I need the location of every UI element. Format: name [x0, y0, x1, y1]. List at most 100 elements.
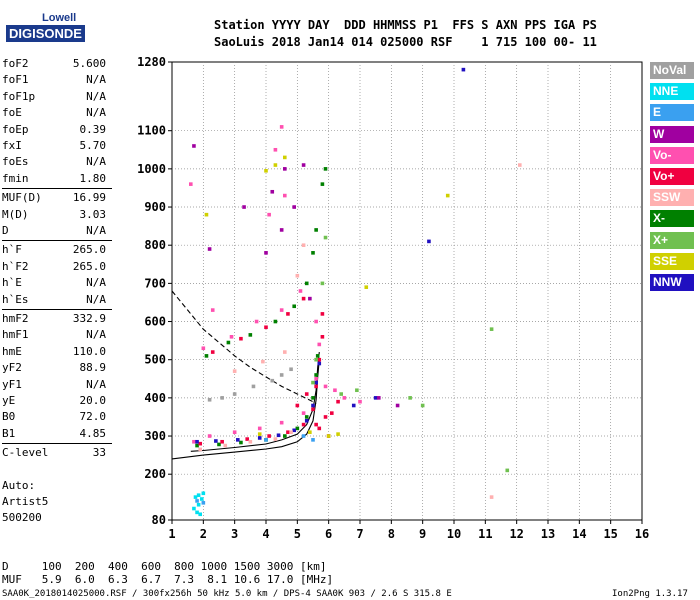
legend-item-x-: X+ [650, 231, 694, 249]
data-point-nnw [276, 433, 281, 438]
data-point-x- [311, 251, 315, 255]
param-name: h`F [2, 243, 22, 257]
data-point-nnw [195, 439, 199, 444]
data-point-nnw [461, 67, 466, 72]
data-point-x- [323, 235, 328, 240]
data-point-vo- [192, 439, 196, 444]
data-point-nne [196, 493, 201, 497]
param-row: B0 72.0 [2, 409, 106, 424]
param-value: N/A [86, 106, 106, 120]
data-point-vo- [301, 296, 306, 301]
data-point-e [264, 438, 268, 442]
data-point-sse [364, 285, 369, 289]
param-name: foEp [2, 122, 29, 136]
param-separator [2, 309, 112, 310]
data-point-sse [257, 432, 262, 436]
x-tick-label: 16 [635, 527, 649, 541]
legend-item-x-: X- [650, 210, 694, 228]
data-point-ssw [273, 437, 278, 441]
data-point-vo- [301, 411, 306, 415]
data-point-ssw [248, 439, 253, 444]
data-point-vo- [304, 392, 309, 396]
param-name: B0 [2, 410, 16, 424]
param-name: MUF(D) [2, 191, 42, 205]
param-row: foEp 0.39 [2, 122, 106, 137]
param-row: MUF(D) 16.99 [2, 190, 106, 205]
data-point-w [242, 205, 246, 209]
data-point-vo- [210, 350, 215, 354]
data-point-ssw [295, 273, 300, 278]
param-row: yF2 88.9 [2, 360, 106, 375]
param-value: 265.0 [72, 259, 106, 273]
data-point-vo- [283, 193, 287, 198]
data-point-nne [201, 491, 206, 496]
x-tick-label: 13 [541, 527, 555, 541]
param-separator [2, 188, 112, 190]
data-point-x- [304, 281, 309, 286]
data-point-nne [193, 495, 198, 499]
data-point-w [308, 296, 312, 301]
data-point-w [279, 228, 284, 232]
data-point-nnw [351, 403, 356, 408]
param-separator [2, 240, 112, 242]
data-point-x- [273, 319, 278, 324]
muf-row: MUF 5.9 6.0 6.3 6.7 7.3 8.1 10.6 17.0 [M… [2, 573, 334, 586]
data-point-vo- [320, 312, 325, 316]
data-point-w [264, 251, 268, 255]
y-tick-label: 400 [144, 391, 166, 405]
data-point-vo- [323, 384, 328, 389]
data-point-vo- [336, 399, 340, 404]
param-value: 5.70 [79, 139, 107, 152]
param-value: N/A [86, 292, 106, 306]
curve-dashed-virtual-height [171, 290, 317, 405]
data-point-vo- [239, 336, 243, 341]
data-point-ssw [289, 430, 293, 435]
y-tick-label: 700 [144, 276, 166, 290]
data-point-noval [207, 397, 212, 402]
data-point-w [292, 205, 296, 209]
data-point-x- [217, 442, 221, 447]
header-line1: Station YYYY DAY DDD HHMMSS P1 FFS S AXN… [214, 18, 597, 32]
data-point-sse [326, 434, 331, 438]
data-point-nnw [257, 436, 262, 440]
param-value: 88.9 [79, 361, 107, 375]
data-point-noval [270, 378, 275, 383]
data-point-nnw [373, 396, 378, 400]
data-point-vo- [254, 319, 259, 324]
data-point-sse [264, 168, 268, 173]
data-point-nnw [311, 403, 315, 408]
data-point-vo- [264, 325, 268, 330]
data-point-x- [408, 396, 412, 400]
data-point-noval [232, 392, 237, 396]
param-row: h`F 265.0 [2, 242, 106, 257]
param-row: foF2 5.600 [2, 56, 106, 71]
param-row: h`F2 265.0 [2, 259, 106, 274]
data-point-w [377, 396, 381, 400]
data-point-nnw [314, 380, 318, 385]
data-point-e [311, 438, 315, 442]
param-separator [2, 443, 112, 445]
legend-item-nnw: NNW [650, 274, 694, 291]
data-point-x- [320, 182, 325, 186]
data-point-vo- [245, 437, 249, 441]
param-value: N/A [86, 89, 106, 103]
param-value: 20.0 [79, 394, 107, 407]
param-row: h`E N/A [2, 275, 106, 290]
data-point-vo- [358, 399, 362, 404]
x-tick-label: 6 [325, 527, 332, 541]
data-point-vo- [314, 384, 318, 389]
x-tick-label: 1 [168, 527, 175, 541]
data-point-vo- [295, 403, 300, 408]
y-tick-label: 200 [144, 467, 166, 481]
data-point-x- [195, 443, 199, 448]
param-name: C-level [2, 446, 49, 460]
data-point-ssw [518, 163, 522, 167]
data-point-vo- [311, 407, 315, 412]
param-row: C-level 33 [2, 445, 106, 460]
param-value: 0.39 [79, 122, 107, 136]
data-point-vo- [298, 289, 303, 293]
data-point-x- [320, 281, 325, 286]
data-point-nnw [292, 428, 296, 433]
data-point-vo- [201, 346, 206, 351]
legend-item-noval: NoVal [650, 62, 694, 79]
